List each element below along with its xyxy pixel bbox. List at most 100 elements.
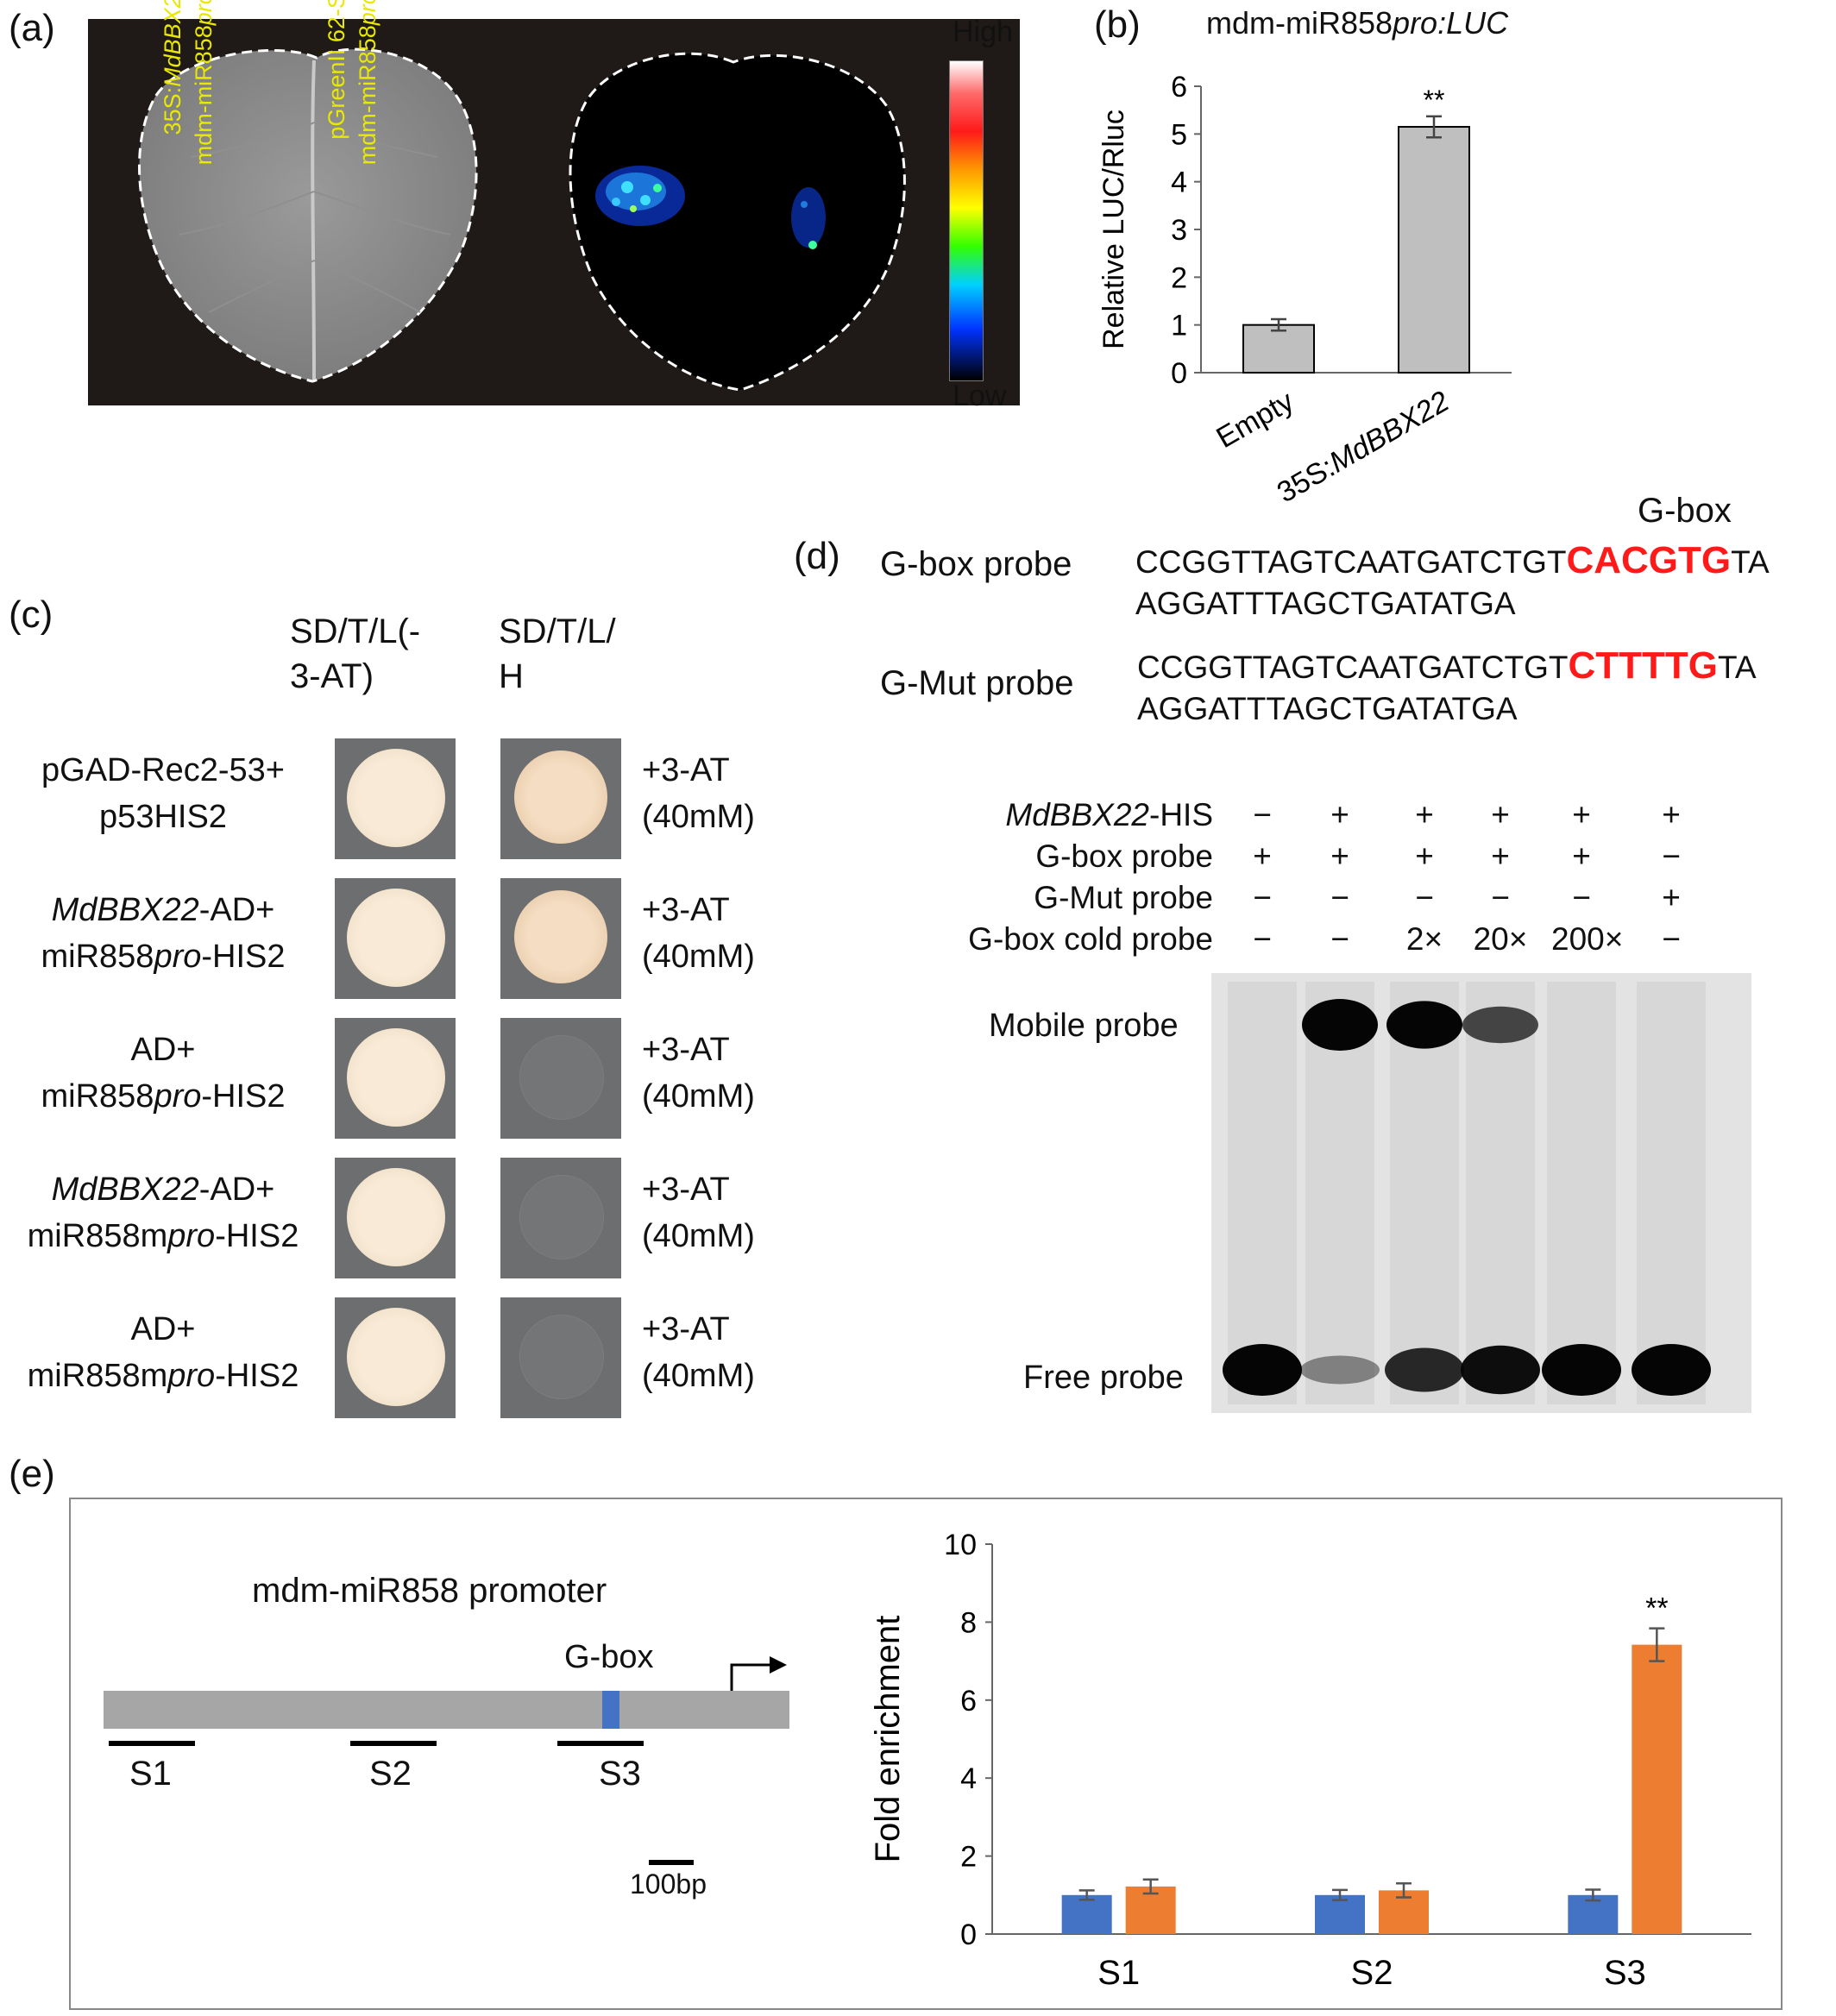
y-tick-label: 4 bbox=[1171, 166, 1187, 199]
y-tick-label: 6 bbox=[960, 1685, 977, 1718]
emsa-lane-value: + bbox=[1572, 797, 1591, 832]
mobile-band bbox=[1462, 1006, 1538, 1044]
leaf-label-right: pGreenII 62-SK+ mdm-miR858pro:LUC bbox=[324, 0, 380, 166]
emsa-gel bbox=[1211, 973, 1751, 1413]
mobile-band bbox=[1302, 999, 1378, 1051]
colony-sd-tlh bbox=[500, 878, 621, 999]
colony-sd-tl bbox=[335, 1158, 456, 1278]
colony-sd-tl bbox=[335, 1297, 456, 1418]
colony-sd-tlh bbox=[500, 1018, 621, 1139]
colony-sd-tl bbox=[335, 738, 456, 859]
bar bbox=[1632, 1644, 1682, 1934]
emsa-lane-value: + bbox=[1491, 838, 1510, 874]
gbox-motif-label: G-box bbox=[1638, 492, 1732, 530]
at-concentration-label: +3-AT (40mM) bbox=[642, 1032, 755, 1115]
gel-lane bbox=[1466, 982, 1535, 1404]
panel-label-a: (a) bbox=[9, 7, 55, 49]
yeast-row-label: MdBBX22-AD+ miR858pro-HIS2 bbox=[41, 892, 286, 975]
gel-lane bbox=[1305, 982, 1374, 1404]
free-band bbox=[1223, 1344, 1302, 1396]
at-concentration-label: +3-AT (40mM) bbox=[642, 1311, 755, 1394]
emsa-row-label: MdBBX22-HIS bbox=[1005, 797, 1213, 832]
at-concentration-label: +3-AT (40mM) bbox=[642, 892, 755, 975]
y-tick-label: 3 bbox=[1171, 214, 1187, 247]
emsa-lane-value: + bbox=[1662, 880, 1681, 915]
bar bbox=[1242, 323, 1315, 374]
intensity-scale bbox=[949, 60, 984, 381]
y-tick-label: 0 bbox=[1171, 357, 1187, 390]
emsa-row-label: G-Mut probe bbox=[1034, 880, 1213, 915]
yeast-row-label: MdBBX22-AD+ miR858mpro-HIS2 bbox=[27, 1171, 299, 1254]
emsa-lane-value: 2× bbox=[1405, 921, 1443, 957]
y-tick-label: 2 bbox=[1171, 261, 1187, 294]
emsa-lane-value: − bbox=[1491, 880, 1510, 915]
emsa-lane-value: + bbox=[1491, 797, 1510, 832]
gel-lane bbox=[1637, 982, 1706, 1404]
y-axis-label: Relative LUC/Rluc bbox=[1097, 110, 1130, 349]
scale-bar bbox=[649, 1860, 694, 1865]
colony-sd-tlh bbox=[500, 1297, 621, 1418]
emsa-lane-value: − bbox=[1662, 921, 1681, 957]
bar bbox=[1061, 1894, 1112, 1934]
y-tick-label: 4 bbox=[960, 1762, 977, 1795]
emsa-lane-value: + bbox=[1330, 797, 1349, 832]
leaf-brightfield bbox=[138, 47, 478, 383]
luminescence-signal bbox=[595, 166, 826, 249]
x-tick-label: S2 bbox=[1351, 1954, 1393, 1992]
emsa-lane-value: + bbox=[1415, 797, 1434, 832]
free-probe-label: Free probe bbox=[1023, 1360, 1184, 1396]
site-label-s1: S1 bbox=[129, 1755, 172, 1793]
emsa-lane-value: − bbox=[1330, 880, 1349, 915]
significance-label: ** bbox=[1645, 1592, 1668, 1625]
significance-label: ** bbox=[1424, 85, 1445, 116]
yeast-row-label: AD+ miR858mpro-HIS2 bbox=[27, 1311, 299, 1394]
x-tick-label: 35S:MdBBX22 bbox=[1272, 385, 1455, 509]
emsa-lane-value: − bbox=[1330, 921, 1349, 957]
promoter-diagram bbox=[104, 1656, 789, 1865]
y-axis-label: Fold enrichment bbox=[869, 1616, 907, 1863]
emsa-lane-value: − bbox=[1253, 880, 1272, 915]
y-tick-label: 6 bbox=[1171, 71, 1187, 104]
mobile-band bbox=[1386, 1001, 1462, 1049]
emsa-lane-value: − bbox=[1253, 797, 1272, 832]
emsa-row-label: G-box cold probe bbox=[968, 921, 1213, 957]
emsa-lane-value: + bbox=[1330, 838, 1349, 874]
gel-lane bbox=[1228, 982, 1297, 1404]
gmut-probe-label: G-Mut probe bbox=[880, 664, 1074, 702]
panel-label-e: (e) bbox=[9, 1453, 55, 1495]
free-band bbox=[1461, 1345, 1540, 1395]
panel-label-c: (c) bbox=[9, 593, 53, 636]
chip-enrichment-chart: 0 2 4 6 8 10 Fold enrichment S1 S2 ** S3 bbox=[869, 1529, 1751, 1992]
emsa-lane-value: 200× bbox=[1551, 921, 1624, 957]
scale-high-label: High bbox=[953, 16, 1013, 48]
promoter-gbox-label: G-box bbox=[564, 1639, 654, 1675]
emsa-lane-value: + bbox=[1415, 838, 1434, 874]
yeast-row-label: pGAD-Rec2-53+ p53HIS2 bbox=[41, 752, 285, 835]
promoter-bar bbox=[104, 1691, 789, 1729]
y-tick-label: 10 bbox=[944, 1529, 977, 1561]
emsa-lane-value: − bbox=[1662, 838, 1681, 874]
leaf-images bbox=[138, 47, 906, 392]
gbox-site bbox=[602, 1691, 619, 1729]
yeast-col1-header: SD/T/L(- 3-AT) bbox=[290, 612, 421, 695]
colony-sd-tl bbox=[335, 1018, 456, 1139]
gbox-probe-sequence: CCGGTTAGTCAATGATCTGTCACGTGTA AGGATTTAGCT… bbox=[1135, 539, 1770, 622]
emsa-lane-value: − bbox=[1572, 880, 1591, 915]
yeast-row-label: AD+ miR858pro-HIS2 bbox=[41, 1032, 286, 1115]
promoter-title: mdm-miR858 promoter bbox=[252, 1572, 607, 1610]
gbox-probe-label: G-box probe bbox=[880, 545, 1072, 583]
leaf-label-left: 35S:MdBBX22+ mdm-miR858pro:LUC bbox=[160, 0, 217, 166]
free-band bbox=[1542, 1344, 1621, 1396]
x-tick-label: S1 bbox=[1097, 1954, 1140, 1992]
chart-b-title: mdm-miR858pro:LUC bbox=[1206, 5, 1509, 41]
panel-e-frame bbox=[69, 1498, 1783, 2010]
bar bbox=[1398, 126, 1470, 374]
amplicon-s3 bbox=[557, 1741, 644, 1746]
y-tick-label: 0 bbox=[960, 1919, 977, 1951]
gel-lane bbox=[1390, 982, 1459, 1404]
amplicon-s1 bbox=[109, 1741, 195, 1746]
y-tick-label: 5 bbox=[1171, 118, 1187, 151]
y-tick-label: 2 bbox=[960, 1841, 977, 1874]
yeast-col2-header: SD/T/L/ H bbox=[499, 612, 616, 695]
colony-sd-tl bbox=[335, 878, 456, 999]
